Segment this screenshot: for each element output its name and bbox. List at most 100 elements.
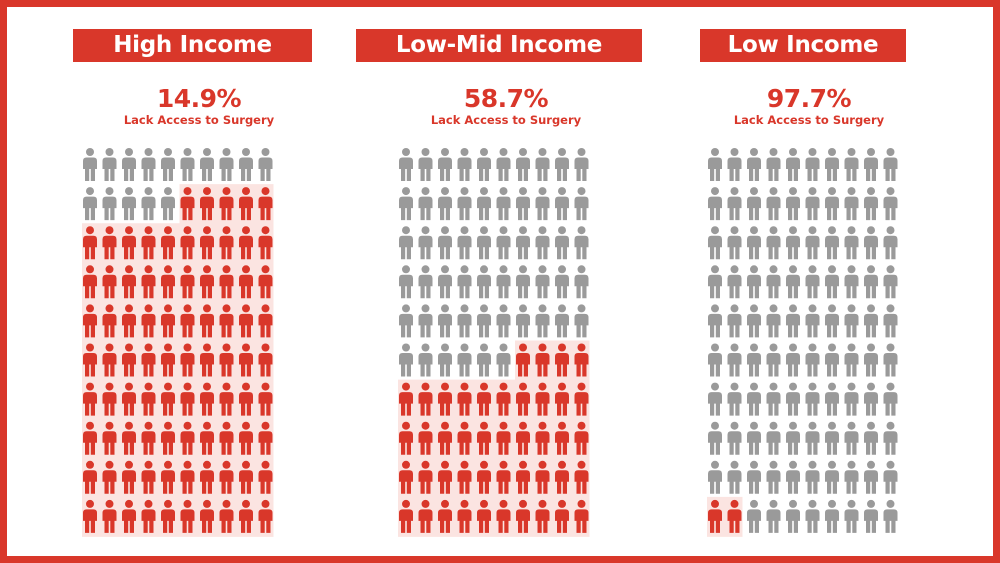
person-icon-highlighted — [555, 343, 569, 377]
person-icon — [883, 187, 898, 221]
person-icon-highlighted — [258, 343, 273, 377]
person-icon-highlighted — [496, 421, 511, 455]
person-icon-highlighted — [535, 343, 550, 377]
person-icon-highlighted — [574, 460, 589, 494]
person-icon — [457, 187, 472, 221]
person-icon — [708, 382, 722, 416]
person-icon — [844, 187, 859, 221]
person-icon — [786, 265, 800, 299]
person-icon — [727, 382, 742, 416]
person-icon-highlighted — [258, 304, 273, 338]
person-icon-highlighted — [83, 265, 97, 299]
person-icon — [102, 148, 117, 181]
person-icon — [825, 226, 839, 260]
percent-low-income: 97.7% — [766, 84, 852, 113]
person-icon — [747, 460, 761, 494]
person-icon-highlighted — [200, 421, 214, 455]
person-icon-highlighted — [83, 226, 97, 260]
person-icon-highlighted — [83, 382, 97, 416]
person-icon — [766, 148, 781, 181]
person-icon — [161, 148, 175, 181]
person-icon-highlighted — [574, 343, 589, 377]
person-icon — [864, 460, 878, 494]
person-icon-highlighted — [161, 460, 175, 494]
person-icon — [496, 226, 511, 260]
person-icon-highlighted — [535, 382, 550, 416]
person-icon-highlighted — [122, 382, 136, 416]
subtitle-high-income: Lack Access to Surgery — [123, 113, 275, 127]
percent-low-mid-income: 58.7% — [463, 84, 549, 113]
person-icon-highlighted — [122, 343, 136, 377]
person-icon — [708, 265, 722, 299]
person-icon-highlighted — [438, 421, 452, 455]
person-icon-highlighted — [496, 499, 511, 533]
person-icon-highlighted — [239, 265, 253, 299]
person-icon — [496, 304, 511, 338]
person-icon — [516, 226, 530, 260]
person-icon-highlighted — [438, 460, 452, 494]
person-icon-highlighted — [457, 499, 472, 533]
person-icon-highlighted — [122, 304, 136, 338]
person-icon — [727, 265, 742, 299]
person-icon-highlighted — [180, 226, 195, 260]
person-icon — [805, 148, 820, 181]
person-icon-highlighted — [574, 499, 589, 533]
person-icon-highlighted — [83, 343, 97, 377]
person-icon — [805, 499, 820, 533]
person-icon-highlighted — [516, 421, 530, 455]
person-icon — [786, 421, 800, 455]
person-icon — [708, 148, 722, 181]
person-icon — [825, 499, 839, 533]
panel-title-low-income: Low Income — [700, 29, 906, 62]
person-icon-highlighted — [161, 343, 175, 377]
person-icon-highlighted — [122, 499, 136, 533]
person-icon — [766, 343, 781, 377]
person-icon — [864, 421, 878, 455]
person-icon-highlighted — [535, 499, 550, 533]
person-icon — [418, 187, 433, 221]
person-icon — [883, 421, 898, 455]
person-icon — [399, 304, 413, 338]
person-icon — [438, 187, 452, 221]
person-icon — [574, 304, 589, 338]
person-icon — [883, 226, 898, 260]
person-icon — [864, 382, 878, 416]
person-icon — [496, 343, 511, 377]
person-icon — [477, 304, 491, 338]
person-icon — [399, 265, 413, 299]
person-icon — [438, 343, 452, 377]
person-icon — [708, 421, 722, 455]
person-icon — [438, 304, 452, 338]
person-icon — [864, 265, 878, 299]
person-icon-highlighted — [141, 265, 156, 299]
person-icon — [747, 343, 761, 377]
person-icon — [786, 304, 800, 338]
person-icon-highlighted — [122, 265, 136, 299]
person-icon-highlighted — [418, 499, 433, 533]
person-icon — [457, 304, 472, 338]
person-icon-highlighted — [258, 421, 273, 455]
person-icon — [555, 226, 569, 260]
person-icon-highlighted — [399, 499, 413, 533]
person-icon-highlighted — [516, 343, 530, 377]
person-icon-highlighted — [219, 265, 234, 299]
subtitle-low-mid-income: Lack Access to Surgery — [430, 113, 582, 127]
person-icon — [883, 499, 898, 533]
person-icon — [477, 148, 491, 181]
person-icon-highlighted — [141, 226, 156, 260]
person-icon — [496, 148, 511, 181]
person-icon — [574, 226, 589, 260]
person-icon — [825, 265, 839, 299]
person-icon — [418, 343, 433, 377]
person-icon-highlighted — [457, 382, 472, 416]
person-icon-highlighted — [161, 304, 175, 338]
person-icon — [708, 304, 722, 338]
person-icon — [239, 148, 253, 181]
person-icon-highlighted — [161, 265, 175, 299]
panel-title-low-mid-income: Low-Mid Income — [356, 29, 642, 62]
person-icon — [438, 265, 452, 299]
person-icon — [825, 421, 839, 455]
panel-title-high-income: High Income — [73, 29, 312, 62]
person-icon-highlighted — [555, 382, 569, 416]
person-icon — [747, 148, 761, 181]
